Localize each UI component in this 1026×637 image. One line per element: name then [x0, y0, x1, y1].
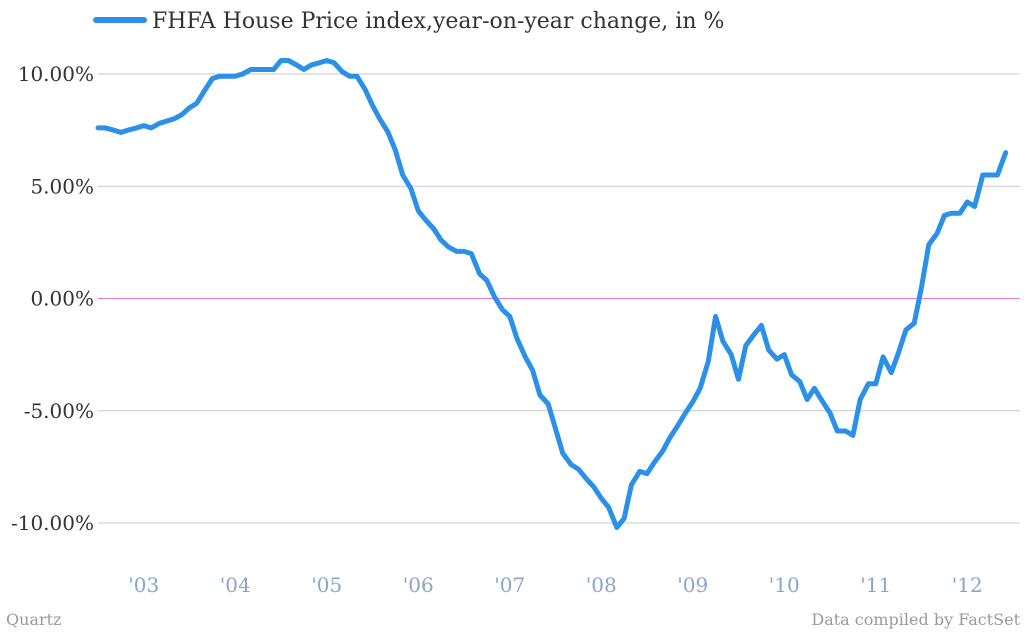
- x-tick-label: '09: [677, 573, 708, 597]
- y-axis-ticks: 10.00% 5.00% 0.00% -5.00% -10.00%: [11, 62, 94, 535]
- legend: FHFA House Price index,year-on-year chan…: [93, 9, 724, 34]
- y-tick-label: 10.00%: [18, 62, 94, 86]
- series-line: [95, 58, 1009, 530]
- y-tick-label: -5.00%: [24, 399, 94, 423]
- x-tick-label: '06: [403, 573, 434, 597]
- source-left: Quartz: [6, 610, 61, 629]
- series-layer: [95, 58, 1009, 530]
- x-tick-label: '05: [311, 573, 342, 597]
- x-tick-label: '07: [494, 573, 525, 597]
- x-tick-label: '12: [952, 573, 983, 597]
- y-tick-label: 5.00%: [30, 174, 94, 198]
- x-tick-label: '08: [586, 573, 617, 597]
- y-tick-label: -10.00%: [11, 511, 94, 535]
- source-right: Data compiled by FactSet: [811, 610, 1020, 629]
- x-tick-label: '10: [769, 573, 800, 597]
- legend-label: FHFA House Price index,year-on-year chan…: [152, 9, 724, 34]
- y-tick-label: 0.00%: [30, 287, 94, 311]
- x-tick-label: '11: [860, 573, 891, 597]
- x-axis-ticks: '03 '04 '05 '06 '07 '08 '09 '10 '11 '12: [128, 573, 982, 597]
- x-tick-label: '03: [128, 573, 159, 597]
- gridlines: [98, 73, 1020, 524]
- x-tick-label: '04: [220, 573, 251, 597]
